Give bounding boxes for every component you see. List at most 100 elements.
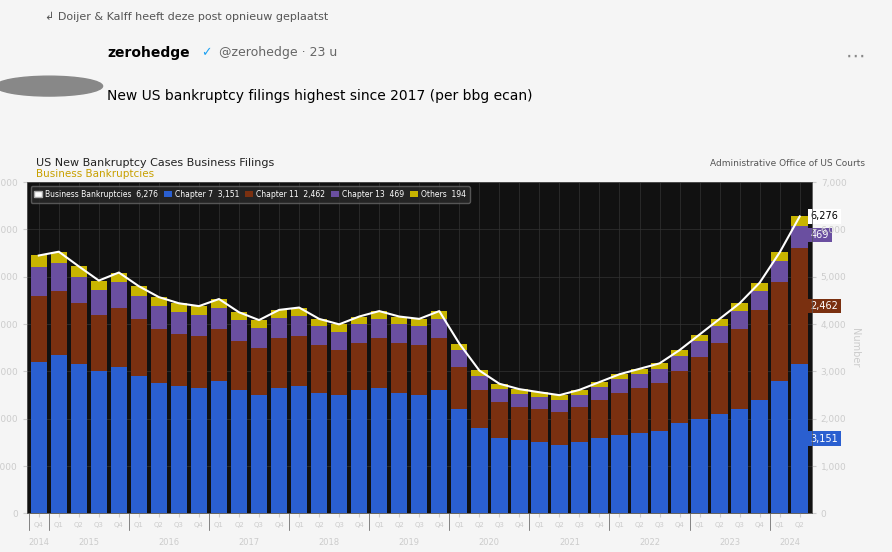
- Bar: [291, 316, 308, 336]
- Bar: [211, 307, 227, 329]
- Bar: [571, 395, 588, 407]
- Bar: [471, 390, 488, 428]
- Bar: [251, 395, 268, 513]
- Bar: [672, 423, 688, 513]
- Bar: [431, 319, 448, 338]
- Bar: [231, 390, 247, 513]
- Bar: [772, 282, 788, 381]
- Bar: [30, 296, 47, 362]
- Bar: [30, 256, 47, 267]
- Bar: [531, 442, 548, 513]
- Text: 6,276: 6,276: [811, 211, 838, 221]
- Bar: [751, 400, 768, 513]
- Text: 2,462: 2,462: [811, 301, 838, 311]
- Bar: [91, 290, 107, 315]
- Bar: [411, 346, 427, 395]
- Bar: [772, 252, 788, 261]
- Bar: [431, 390, 448, 513]
- Text: 2020: 2020: [479, 538, 500, 548]
- Bar: [591, 387, 607, 400]
- Bar: [791, 226, 808, 248]
- Text: @zerohedge · 23 u: @zerohedge · 23 u: [219, 46, 337, 60]
- Bar: [331, 395, 347, 513]
- Bar: [70, 267, 87, 277]
- Bar: [672, 350, 688, 356]
- Bar: [531, 409, 548, 442]
- Bar: [211, 299, 227, 307]
- Bar: [691, 335, 707, 341]
- Bar: [331, 332, 347, 350]
- Bar: [51, 263, 67, 291]
- Bar: [70, 364, 87, 513]
- Bar: [491, 389, 508, 402]
- Bar: [451, 343, 467, 350]
- Bar: [131, 320, 147, 376]
- Text: ↲ Doijer & Kalff heeft deze post opnieuw geplaatst: ↲ Doijer & Kalff heeft deze post opnieuw…: [45, 12, 328, 22]
- Bar: [491, 438, 508, 513]
- Bar: [751, 310, 768, 400]
- Bar: [611, 436, 628, 513]
- Text: 2023: 2023: [719, 538, 740, 548]
- Bar: [311, 392, 327, 513]
- Bar: [551, 400, 567, 412]
- Bar: [511, 407, 527, 440]
- Bar: [471, 376, 488, 390]
- Bar: [151, 383, 167, 513]
- Text: 2022: 2022: [639, 538, 660, 548]
- Text: 2021: 2021: [559, 538, 580, 548]
- Bar: [791, 364, 808, 513]
- Bar: [231, 312, 247, 320]
- Bar: [91, 315, 107, 371]
- Bar: [712, 343, 728, 414]
- Bar: [672, 371, 688, 423]
- Bar: [471, 370, 488, 376]
- Bar: [111, 283, 127, 307]
- Text: Administrative Office of US Courts: Administrative Office of US Courts: [710, 160, 865, 168]
- Text: zerohedge: zerohedge: [107, 46, 190, 60]
- Y-axis label: Number: Number: [850, 328, 861, 368]
- Bar: [591, 400, 607, 438]
- Bar: [491, 384, 508, 389]
- Bar: [712, 326, 728, 343]
- Bar: [391, 324, 408, 343]
- Bar: [531, 392, 548, 397]
- Bar: [131, 286, 147, 296]
- Bar: [191, 336, 207, 388]
- Bar: [731, 329, 747, 409]
- Bar: [611, 392, 628, 436]
- Bar: [431, 311, 448, 319]
- Bar: [251, 328, 268, 348]
- Bar: [411, 319, 427, 326]
- Bar: [371, 338, 387, 388]
- Text: New US bankruptcy filings highest since 2017 (per bbg ecan): New US bankruptcy filings highest since …: [107, 89, 533, 103]
- Bar: [311, 326, 327, 346]
- Bar: [471, 428, 488, 513]
- Legend: Business Bankruptcies  6,276, Chapter 7  3,151, Chapter 11  2,462, Chapter 13  4: Business Bankruptcies 6,276, Chapter 7 3…: [30, 186, 469, 203]
- Bar: [371, 319, 387, 338]
- Bar: [391, 316, 408, 324]
- Bar: [291, 336, 308, 386]
- Bar: [191, 388, 207, 513]
- Text: 3,151: 3,151: [811, 434, 838, 444]
- Bar: [51, 291, 67, 355]
- Bar: [651, 369, 668, 383]
- Bar: [70, 277, 87, 303]
- Bar: [91, 371, 107, 513]
- Bar: [251, 348, 268, 395]
- Bar: [271, 388, 287, 513]
- Bar: [170, 312, 187, 333]
- Bar: [371, 311, 387, 319]
- Bar: [151, 297, 167, 306]
- Bar: [131, 296, 147, 320]
- Bar: [211, 381, 227, 513]
- Bar: [571, 442, 588, 513]
- Bar: [411, 326, 427, 346]
- Bar: [751, 291, 768, 310]
- Bar: [511, 440, 527, 513]
- Bar: [772, 261, 788, 282]
- Bar: [451, 409, 467, 513]
- Bar: [591, 438, 607, 513]
- Bar: [51, 355, 67, 513]
- Bar: [691, 357, 707, 419]
- Bar: [611, 374, 628, 379]
